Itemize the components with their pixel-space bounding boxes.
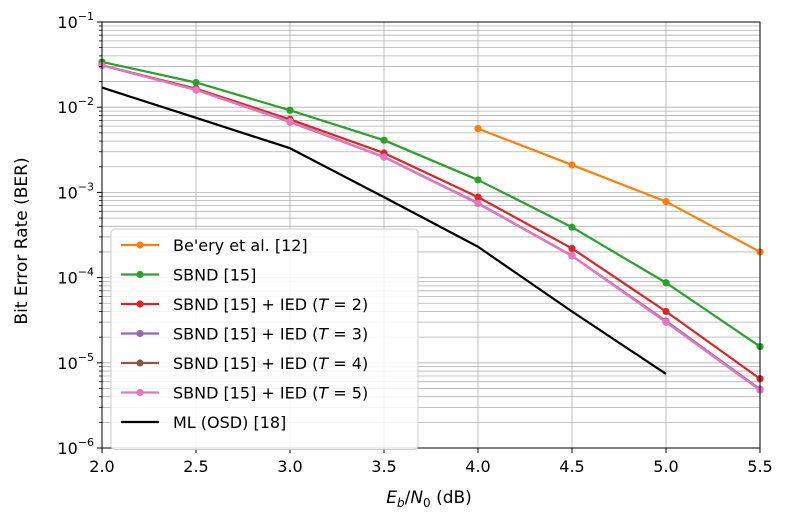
x-axis-label-sub1: b <box>397 496 405 510</box>
y-tick-label: 10−6 <box>57 436 94 458</box>
data-point <box>474 125 482 133</box>
x-tick-label: 4.0 <box>465 457 490 476</box>
data-point <box>286 106 294 114</box>
y-tick-label: 10−2 <box>57 95 94 117</box>
series-line <box>477 127 761 253</box>
data-point <box>568 252 576 260</box>
series-7 <box>101 86 667 375</box>
legend-label: SBND [15] + IED (T = 5) <box>173 384 368 403</box>
data-point <box>474 193 482 201</box>
data-point <box>474 176 482 184</box>
x-axis-label-var2: N <box>410 488 423 508</box>
legend-item: SBND [15] <box>121 266 256 285</box>
x-tick-label: 5.0 <box>653 457 678 476</box>
data-point <box>286 117 294 126</box>
legend-label: Be'ery et al. [12] <box>173 236 308 255</box>
data-point <box>662 197 670 206</box>
data-point <box>192 86 200 94</box>
legend-swatch-marker <box>136 241 144 249</box>
data-point <box>662 307 670 316</box>
x-tick-label: 2.0 <box>89 457 114 476</box>
x-axis-label: Eb/N0 (dB) <box>386 488 472 510</box>
series-line <box>101 64 761 380</box>
legend-label: ML (OSD) [18] <box>173 413 286 432</box>
data-point <box>662 279 670 287</box>
legend-label: SBND [15] + IED (T = 2) <box>173 295 368 314</box>
legend-item: SBND [15] + IED (T = 4) <box>121 354 368 373</box>
y-tick-label: 10−3 <box>57 180 94 202</box>
x-tick-label: 3.5 <box>371 457 396 476</box>
plot-frame <box>101 21 761 449</box>
legend-label: SBND [15] <box>173 266 256 285</box>
data-point <box>662 318 670 326</box>
legend-swatch-marker <box>136 388 144 397</box>
data-point <box>568 223 576 231</box>
series-1 <box>474 125 764 256</box>
legend-swatch-marker <box>136 359 144 367</box>
legend-swatch-marker <box>136 329 144 338</box>
series-line <box>101 64 761 391</box>
x-tick-label: 5.5 <box>747 457 772 476</box>
series-line <box>101 60 761 348</box>
legend-label: SBND [15] + IED (T = 3) <box>173 325 368 344</box>
y-tick-label: 10−1 <box>57 10 94 32</box>
data-point <box>568 244 576 253</box>
series-line <box>101 86 667 375</box>
legend-item: ML (OSD) [18] <box>121 413 286 432</box>
x-axis-label-slash: / <box>405 488 411 508</box>
legend-item: SBND [15] + IED (T = 3) <box>121 325 368 344</box>
x-tick-label: 2.5 <box>183 457 208 476</box>
y-tick-label: 10−4 <box>57 266 94 288</box>
data-point <box>474 199 482 208</box>
legend: Be'ery et al. [12] SBND [15] SBND [15] + I… <box>110 228 419 450</box>
data-point <box>192 78 200 87</box>
data-point <box>380 136 388 144</box>
legend-item: Be'ery et al. [12] <box>121 236 308 255</box>
axis-ticks: 2.0 2.5 3.0 3.5 4.0 4.5 5.0 5.5 10−6 10−5 10−4 10−3… <box>57 10 772 476</box>
x-tick-label: 3.0 <box>277 457 302 476</box>
y-tick-label: 10−5 <box>57 351 94 373</box>
legend-item: SBND [15] + IED (T = 2) <box>121 295 368 314</box>
y-axis-label: Bit Error Rate (BER) <box>12 157 32 324</box>
legend-swatch-marker <box>136 300 144 308</box>
series-2 <box>98 58 764 351</box>
legend-item: SBND [15] + IED (T = 5) <box>121 384 368 403</box>
x-axis-label-unit: (dB) <box>431 488 472 508</box>
data-point <box>568 161 576 169</box>
legend-swatch-marker <box>136 270 144 279</box>
x-axis-label-sub2: 0 <box>423 496 431 510</box>
x-axis-label-var1: E <box>386 488 397 508</box>
legend-box <box>110 228 419 450</box>
data-point <box>380 153 388 161</box>
x-tick-label: 4.5 <box>559 457 584 476</box>
legend-label: SBND [15] + IED (T = 4) <box>173 354 368 373</box>
